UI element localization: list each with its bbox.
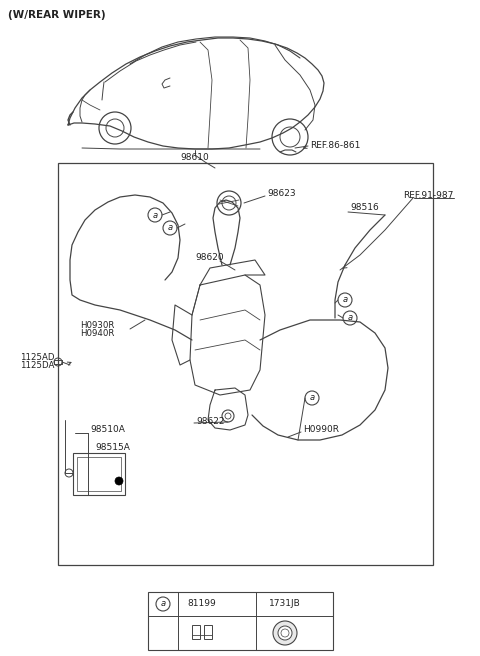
Bar	[58, 163, 433, 565]
Text: (W/REAR WIPER): (W/REAR WIPER)	[8, 10, 106, 20]
Text: a: a	[348, 314, 353, 323]
Bar	[73, 453, 125, 495]
Text: 81199: 81199	[188, 600, 216, 609]
Text: a: a	[310, 394, 314, 403]
Circle shape	[156, 597, 170, 611]
Circle shape	[338, 293, 352, 307]
Text: REF.86-861: REF.86-861	[310, 140, 360, 150]
Bar	[77, 457, 121, 491]
Text: H0990R: H0990R	[303, 426, 339, 434]
Text: 98516: 98516	[350, 203, 379, 213]
Bar	[192, 625, 200, 639]
Text: H0930R: H0930R	[80, 321, 114, 329]
Text: a: a	[160, 600, 166, 609]
Text: 1125AD: 1125AD	[20, 354, 55, 363]
Circle shape	[305, 391, 319, 405]
Text: 98620: 98620	[195, 253, 224, 262]
Bar	[148, 592, 333, 650]
Text: a: a	[168, 224, 173, 232]
Circle shape	[273, 621, 297, 645]
Text: 98510A: 98510A	[90, 426, 125, 434]
Text: REF.91-987: REF.91-987	[404, 190, 454, 199]
Text: 1731JB: 1731JB	[269, 600, 301, 609]
Circle shape	[278, 626, 292, 640]
Text: H0940R: H0940R	[80, 329, 114, 337]
Text: 1125DA: 1125DA	[20, 361, 54, 371]
Circle shape	[115, 477, 123, 485]
Text: 98622: 98622	[196, 417, 225, 426]
Text: a: a	[153, 211, 157, 220]
Circle shape	[148, 208, 162, 222]
Text: 98610: 98610	[180, 154, 209, 163]
Circle shape	[163, 221, 177, 235]
Text: 98515A: 98515A	[95, 443, 130, 451]
Text: a: a	[342, 295, 348, 304]
Circle shape	[343, 311, 357, 325]
Text: 98623: 98623	[267, 188, 296, 197]
Bar	[204, 625, 212, 639]
